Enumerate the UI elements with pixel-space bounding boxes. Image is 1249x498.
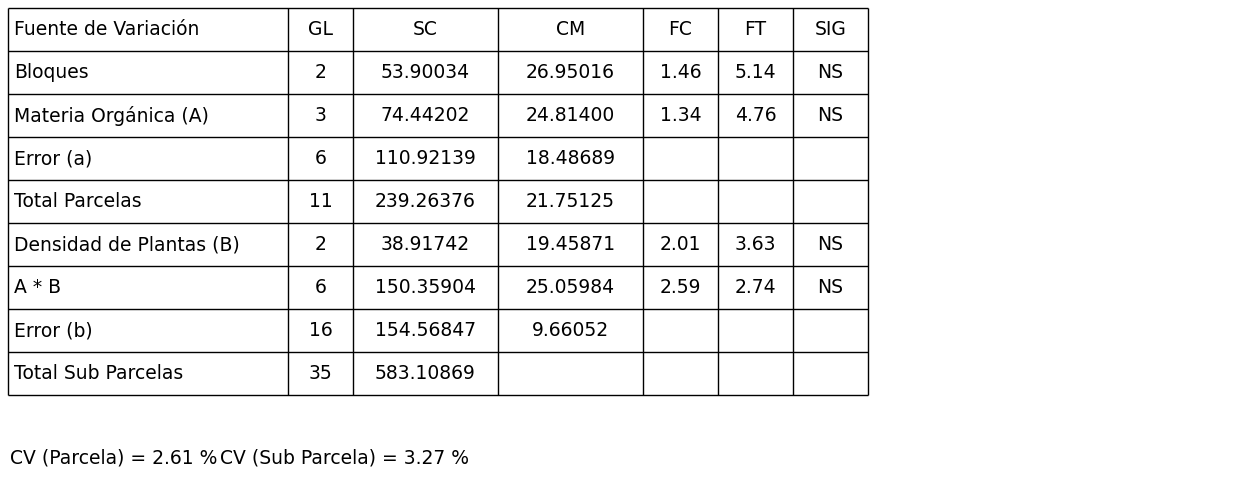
Text: NS: NS (818, 278, 843, 297)
Text: 4.76: 4.76 (734, 106, 777, 125)
Text: 154.56847: 154.56847 (375, 321, 476, 340)
Text: A * B: A * B (14, 278, 61, 297)
Text: SIG: SIG (814, 20, 847, 39)
Text: 38.91742: 38.91742 (381, 235, 470, 254)
Text: 2.59: 2.59 (659, 278, 701, 297)
Text: 239.26376: 239.26376 (375, 192, 476, 211)
Text: 24.81400: 24.81400 (526, 106, 615, 125)
Text: 3.63: 3.63 (734, 235, 776, 254)
Text: 150.35904: 150.35904 (375, 278, 476, 297)
Text: Error (a): Error (a) (14, 149, 92, 168)
Text: Total Sub Parcelas: Total Sub Parcelas (14, 364, 184, 383)
Text: 110.92139: 110.92139 (375, 149, 476, 168)
Text: CM: CM (556, 20, 585, 39)
Text: Error (b): Error (b) (14, 321, 92, 340)
Text: 2.01: 2.01 (659, 235, 701, 254)
Text: 2: 2 (315, 235, 326, 254)
Text: 16: 16 (309, 321, 332, 340)
Text: Materia Orgánica (A): Materia Orgánica (A) (14, 106, 209, 125)
Text: GL: GL (309, 20, 333, 39)
Text: 3: 3 (315, 106, 326, 125)
Text: 6: 6 (315, 149, 326, 168)
Text: CV (Parcela) = 2.61 %: CV (Parcela) = 2.61 % (10, 449, 217, 468)
Text: 74.44202: 74.44202 (381, 106, 470, 125)
Text: CV (Sub Parcela) = 3.27 %: CV (Sub Parcela) = 3.27 % (220, 449, 470, 468)
Text: 9.66052: 9.66052 (532, 321, 610, 340)
Text: 11: 11 (309, 192, 332, 211)
Text: 2: 2 (315, 63, 326, 82)
Text: 25.05984: 25.05984 (526, 278, 615, 297)
Text: NS: NS (818, 235, 843, 254)
Text: 583.10869: 583.10869 (375, 364, 476, 383)
Text: 35: 35 (309, 364, 332, 383)
Text: NS: NS (818, 63, 843, 82)
Text: 5.14: 5.14 (734, 63, 777, 82)
Text: FC: FC (668, 20, 692, 39)
Text: 21.75125: 21.75125 (526, 192, 615, 211)
Text: FT: FT (744, 20, 767, 39)
Text: Densidad de Plantas (B): Densidad de Plantas (B) (14, 235, 240, 254)
Text: Bloques: Bloques (14, 63, 89, 82)
Text: 1.34: 1.34 (659, 106, 701, 125)
Text: NS: NS (818, 106, 843, 125)
Text: 1.46: 1.46 (659, 63, 701, 82)
Text: 53.90034: 53.90034 (381, 63, 470, 82)
Text: 18.48689: 18.48689 (526, 149, 615, 168)
Text: 6: 6 (315, 278, 326, 297)
Text: Fuente de Variación: Fuente de Variación (14, 20, 200, 39)
Text: 19.45871: 19.45871 (526, 235, 615, 254)
Text: SC: SC (413, 20, 438, 39)
Text: Total Parcelas: Total Parcelas (14, 192, 141, 211)
Text: 26.95016: 26.95016 (526, 63, 615, 82)
Text: 2.74: 2.74 (734, 278, 777, 297)
